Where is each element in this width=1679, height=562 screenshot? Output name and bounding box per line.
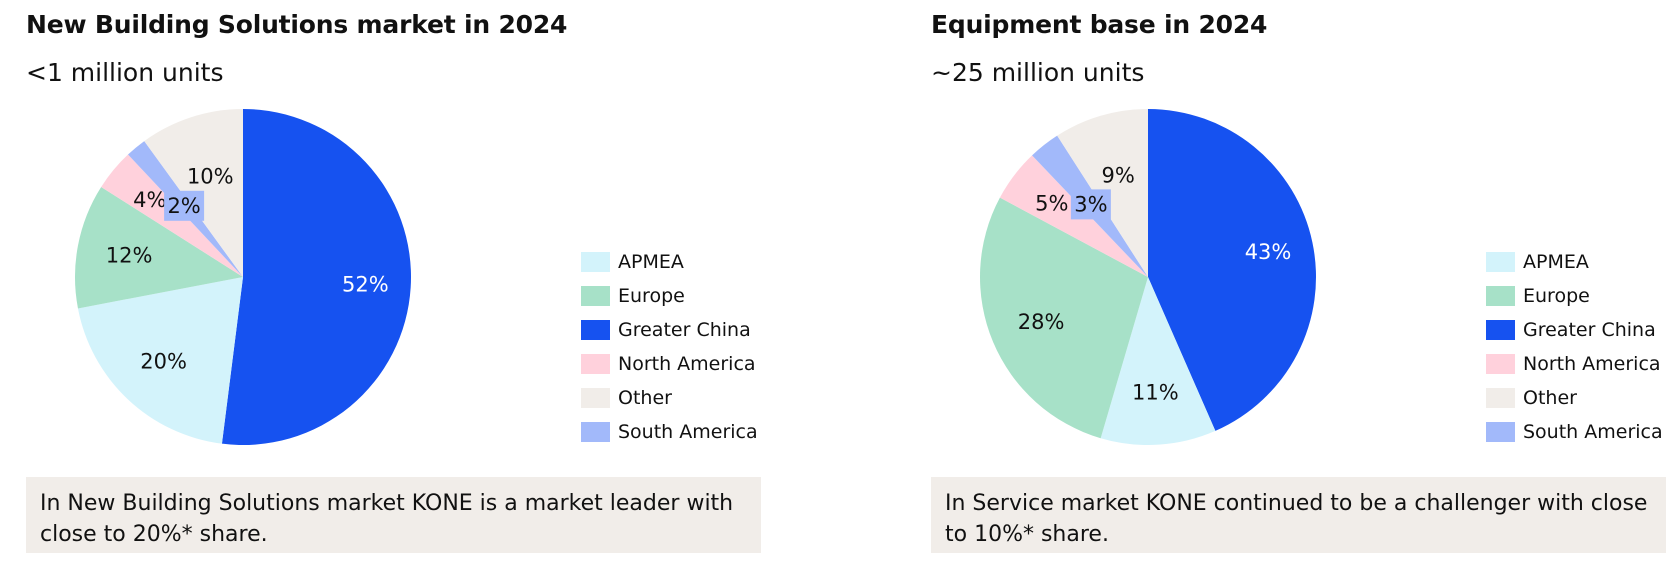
- legend-item-north-america: North America: [1486, 347, 1663, 381]
- legend-label: Europe: [618, 285, 685, 307]
- legend-swatch: [1486, 422, 1515, 442]
- legend-item-other: Other: [1486, 381, 1663, 415]
- pie-label-south-america: 2%: [167, 194, 200, 218]
- pie-label-south-america: 3%: [1074, 192, 1107, 216]
- pie-label-north-america: 4%: [133, 188, 166, 212]
- chart-title: Equipment base in 2024: [931, 10, 1268, 39]
- legend-label: Greater China: [1523, 319, 1656, 341]
- legend: APMEA Europe Greater China North America…: [581, 245, 758, 449]
- legend-item-europe: Europe: [581, 279, 758, 313]
- legend-label: North America: [618, 353, 756, 375]
- pie-chart: 52% 20% 12% 4% 2% 10%: [75, 109, 411, 445]
- legend-label: North America: [1523, 353, 1661, 375]
- pie-slice-apmea: [77, 277, 243, 444]
- chart-subtitle: ~25 million units: [931, 58, 1145, 87]
- legend-label: South America: [618, 421, 758, 443]
- legend-label: Other: [1523, 387, 1577, 409]
- pie-label-other: 10%: [187, 164, 234, 188]
- equipment-base-panel: Equipment base in 2024 ~25 million units…: [905, 0, 1679, 562]
- legend-label: Europe: [1523, 285, 1590, 307]
- legend-label: APMEA: [1523, 251, 1589, 273]
- pie-slice-greater-china: [221, 109, 411, 445]
- pie-label-europe: 28%: [1018, 310, 1065, 334]
- legend-label: South America: [1523, 421, 1663, 443]
- pie-slice-europe: [75, 186, 243, 309]
- legend-item-apmea: APMEA: [1486, 245, 1663, 279]
- legend-item-south-america: South America: [581, 415, 758, 449]
- pie-label-north-america: 5%: [1035, 192, 1068, 216]
- legend-swatch: [1486, 252, 1515, 272]
- legend-label: Other: [618, 387, 672, 409]
- nbs-market-panel: New Building Solutions market in 2024 <1…: [0, 0, 800, 562]
- market-note: In New Building Solutions market KONE is…: [26, 477, 761, 553]
- legend-swatch: [581, 320, 610, 340]
- pie-slice-europe: [980, 197, 1148, 439]
- legend-swatch: [1486, 354, 1515, 374]
- legend-item-south-america: South America: [1486, 415, 1663, 449]
- legend-item-apmea: APMEA: [581, 245, 758, 279]
- legend-label: APMEA: [618, 251, 684, 273]
- pie-label-greater-china: 43%: [1245, 240, 1292, 264]
- chart-title: New Building Solutions market in 2024: [26, 10, 568, 39]
- pie-label-greater-china: 52%: [342, 273, 389, 297]
- market-note: In Service market KONE continued to be a…: [931, 477, 1666, 553]
- legend-swatch: [1486, 320, 1515, 340]
- pie-slice-greater-china: [1148, 109, 1316, 431]
- legend-item-north-america: North America: [581, 347, 758, 381]
- legend-label: Greater China: [618, 319, 751, 341]
- legend-item-europe: Europe: [1486, 279, 1663, 313]
- legend-item-greater-china: Greater China: [1486, 313, 1663, 347]
- chart-subtitle: <1 million units: [26, 58, 224, 87]
- pie-label-box: [164, 190, 205, 221]
- legend-swatch: [1486, 286, 1515, 306]
- pie-label-apmea: 20%: [140, 350, 187, 374]
- pie-slice-apmea: [1100, 277, 1216, 445]
- legend-swatch: [581, 286, 610, 306]
- pie-chart: 43% 11% 28% 5% 3% 9%: [980, 109, 1316, 445]
- pie-label-apmea: 11%: [1132, 381, 1179, 405]
- legend-swatch: [581, 354, 610, 374]
- legend: APMEA Europe Greater China North America…: [1486, 245, 1663, 449]
- legend-item-greater-china: Greater China: [581, 313, 758, 347]
- legend-swatch: [581, 422, 610, 442]
- pie-label-other: 9%: [1102, 163, 1135, 187]
- pie-label-box: [1070, 189, 1111, 220]
- legend-item-other: Other: [581, 381, 758, 415]
- legend-swatch: [581, 252, 610, 272]
- legend-swatch: [1486, 388, 1515, 408]
- legend-swatch: [581, 388, 610, 408]
- pie-label-europe: 12%: [106, 243, 153, 267]
